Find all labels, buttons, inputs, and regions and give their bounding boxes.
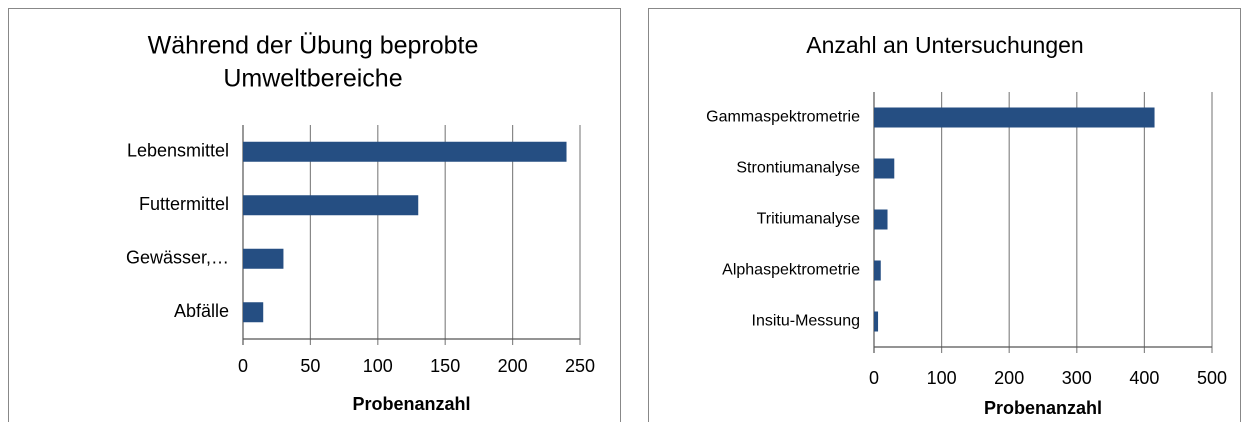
chart-frame [648,8,1241,422]
x-tick-label: 200 [498,356,528,376]
chart-title: Anzahl an Untersuchungen [806,32,1083,58]
x-axis-label: Probenanzahl [352,394,470,414]
x-axis-label: Probenanzahl [984,398,1102,418]
bar [874,158,895,179]
bar [874,260,881,281]
y-tick-label: Gammaspektrometrie [706,109,860,126]
x-tick-label: 100 [363,356,393,376]
y-tick-label: Strontiumanalyse [736,160,860,177]
x-tick-label: 200 [994,368,1024,388]
x-tick-label: 100 [927,368,957,388]
y-tick-label: Lebensmittel [127,141,229,161]
y-tick-label: Gewässer,… [126,248,229,268]
y-tick-label: Futtermittel [139,194,229,214]
bar [243,195,419,216]
chart-title: Während der Übung beprobte [148,32,479,60]
y-tick-label: Tritiumanalyse [757,211,861,228]
x-tick-label: 150 [430,356,460,376]
bar [874,107,1155,128]
x-tick-label: 500 [1197,368,1227,388]
bar [243,302,264,323]
bar [243,141,567,162]
x-tick-label: 300 [1062,368,1092,388]
bar [874,311,879,332]
bar [874,209,888,230]
x-tick-label: 400 [1129,368,1159,388]
x-tick-label: 0 [869,368,879,388]
x-tick-label: 50 [300,356,320,376]
y-tick-label: Insitu-Messung [752,313,861,330]
x-tick-label: 250 [565,356,595,376]
chart-frame [8,8,621,422]
chart-title: Umweltbereiche [223,65,402,93]
y-tick-label: Abfälle [174,301,229,321]
bar [243,248,284,269]
y-tick-label: Alphaspektrometrie [722,262,860,279]
x-tick-label: 0 [238,356,248,376]
